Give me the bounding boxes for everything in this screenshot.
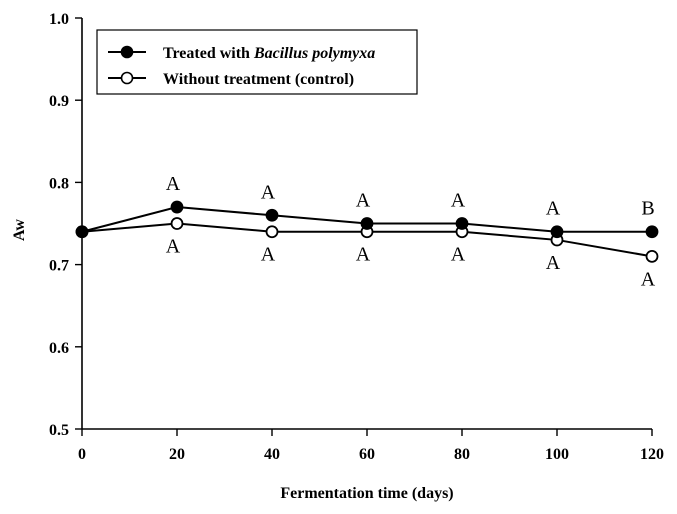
x-tick-label: 20 bbox=[169, 446, 185, 463]
y-tick-label: 0.8 bbox=[49, 175, 69, 192]
data-point-treated bbox=[265, 208, 279, 222]
x-tick-label: 40 bbox=[264, 446, 280, 463]
y-axis-title: Aw bbox=[11, 219, 28, 241]
y-tick-label: 0.7 bbox=[49, 258, 69, 275]
data-point-control bbox=[170, 217, 184, 230]
data-point-control bbox=[265, 225, 279, 239]
x-tick-label: 100 bbox=[545, 446, 569, 463]
legend-label-control: Without treatment (control) bbox=[163, 71, 354, 88]
legend: Treated with Bacillus polymyxa Without t… bbox=[96, 29, 418, 95]
significance-label-control: A bbox=[166, 236, 181, 258]
legend-entry-control: Without treatment (control) bbox=[108, 71, 354, 88]
y-ticks: 0.5 0.6 0.7 0.8 0.9 1.0 bbox=[49, 11, 82, 439]
significance-label-treated: A bbox=[546, 198, 561, 220]
x-ticks: 0 20 40 60 80 100 120 bbox=[78, 429, 664, 463]
legend-label-treated: Treated with Bacillus polymyxa bbox=[163, 45, 375, 62]
y-tick-label: 0.5 bbox=[49, 422, 69, 439]
series-layer bbox=[75, 200, 659, 263]
x-tick-label: 0 bbox=[78, 446, 86, 463]
significance-label-treated: B bbox=[641, 198, 654, 220]
data-point-treated bbox=[645, 225, 659, 239]
significance-label-treated: A bbox=[166, 173, 181, 195]
legend-label-treated-prefix: Treated with bbox=[163, 45, 254, 62]
significance-label-control: A bbox=[451, 244, 466, 266]
significance-label-control: A bbox=[546, 252, 561, 274]
x-axis-title: Fermentation time (days) bbox=[280, 485, 453, 502]
data-point-treated bbox=[455, 217, 469, 230]
legend-label-treated-italic: Bacillus polymyxa bbox=[253, 45, 375, 62]
significance-label-treated: A bbox=[451, 190, 466, 212]
significance-labels: A A A A A A A A A A A B bbox=[166, 173, 656, 290]
significance-label-treated: A bbox=[356, 190, 371, 212]
x-tick-label: 80 bbox=[454, 446, 470, 463]
y-tick-label: 0.9 bbox=[49, 93, 69, 110]
data-point-treated bbox=[550, 225, 564, 239]
legend-box bbox=[96, 29, 418, 95]
significance-label-control: A bbox=[356, 244, 371, 266]
significance-label-control: A bbox=[641, 268, 656, 290]
x-tick-label: 120 bbox=[640, 446, 664, 463]
y-tick-label: 1.0 bbox=[49, 11, 69, 28]
y-tick-label: 0.6 bbox=[49, 340, 69, 357]
x-tick-label: 60 bbox=[359, 446, 375, 463]
data-point-control bbox=[645, 249, 659, 263]
data-point-treated bbox=[360, 217, 374, 230]
data-point-treated bbox=[75, 225, 89, 239]
data-point-treated bbox=[170, 200, 184, 214]
legend-entry-treated: Treated with Bacillus polymyxa bbox=[108, 45, 375, 62]
legend-marker-treated bbox=[120, 45, 134, 59]
significance-label-control: A bbox=[261, 244, 276, 266]
legend-marker-control bbox=[120, 71, 134, 85]
significance-label-treated: A bbox=[261, 181, 276, 203]
